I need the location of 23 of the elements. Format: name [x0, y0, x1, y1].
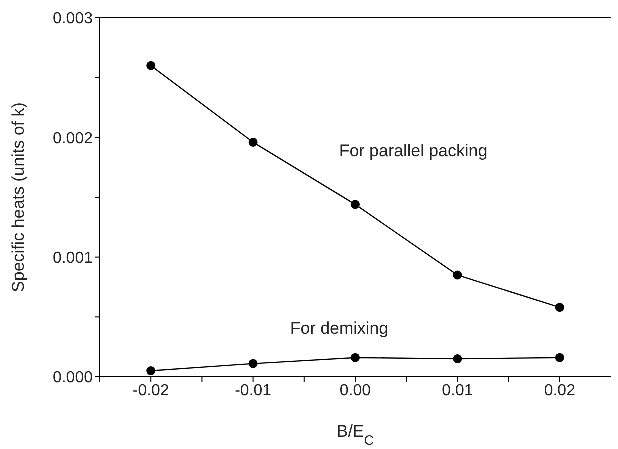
point — [146, 366, 156, 376]
series-label: For parallel packing — [339, 142, 488, 162]
point — [555, 353, 564, 362]
x-tick-label: 0.00 — [340, 382, 372, 400]
x-tick-label: -0.01 — [235, 382, 272, 400]
point — [351, 353, 360, 362]
x-tick-label: 0.01 — [442, 382, 474, 400]
point — [248, 359, 258, 368]
point — [351, 200, 360, 210]
x-tick-label: 0.02 — [544, 382, 576, 400]
x-tick-label: -0.02 — [132, 382, 170, 400]
point — [555, 303, 564, 312]
point — [453, 354, 462, 364]
point — [146, 61, 156, 70]
point — [248, 138, 258, 147]
point — [453, 270, 462, 280]
y-tick-label: 0.002 — [52, 130, 94, 148]
x-axis-title: B/E$_{C}$ — [336, 422, 374, 448]
y-tick-label: 0.003 — [52, 10, 94, 28]
series-label: For demixing — [290, 319, 389, 338]
y-tick-label: 0.001 — [52, 250, 94, 268]
y-axis-title: Specific heats (units of k) — [9, 102, 28, 292]
y-tick-label: 0.000 — [52, 370, 94, 387]
